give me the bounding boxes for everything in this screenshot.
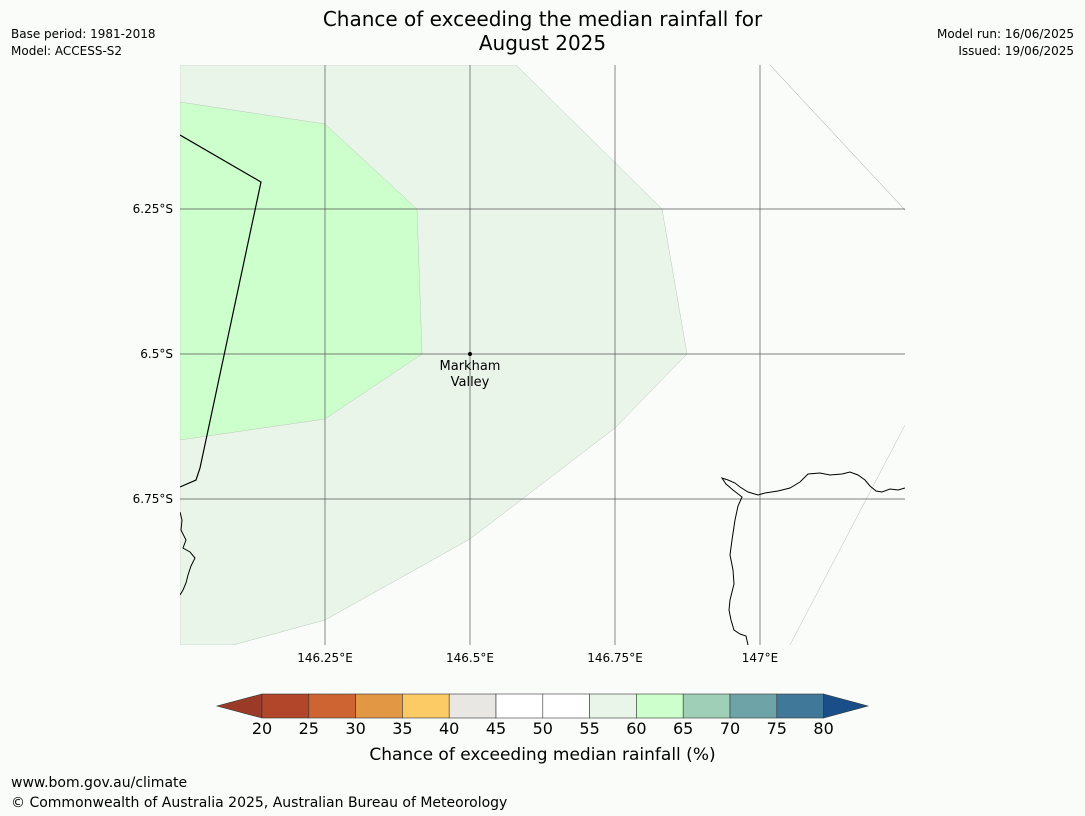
coastline-west xyxy=(180,511,196,596)
colorbar-label: Chance of exceeding median rainfall (%) xyxy=(369,745,716,765)
colorbar-under-arrow xyxy=(215,693,263,719)
title-line-2: August 2025 xyxy=(478,31,607,55)
colorbar-tick-label: 60 xyxy=(626,719,647,738)
colorbar-tick-label: 40 xyxy=(439,719,460,738)
map-title: Chance of exceeding the median rainfall … xyxy=(0,7,1085,55)
colorbar-tick-label: 25 xyxy=(298,719,319,738)
boundary-line xyxy=(180,134,262,488)
model-run-text: Model run: 16/06/2025 xyxy=(936,27,1074,41)
colorbar-segment xyxy=(682,693,731,719)
colorbar-tick-label: 55 xyxy=(579,719,600,738)
lon-tick-label: 147°E xyxy=(741,651,779,665)
colorbar-tick-label: 70 xyxy=(719,719,741,738)
colorbar-segment xyxy=(355,693,403,719)
lon-tick-label: 146.5°E xyxy=(446,651,494,665)
meta-right: Model run: 16/06/2025 Issued: 19/06/2025 xyxy=(937,26,1074,60)
lat-tick-label: 6.5°S xyxy=(140,347,173,361)
contour-line-se xyxy=(789,424,905,645)
colorbar-segment xyxy=(636,693,684,719)
colorbar-segment xyxy=(308,693,356,719)
colorbar-tick-label: 45 xyxy=(485,719,507,738)
colorbar-tick-label: 50 xyxy=(532,719,553,738)
footer-url[interactable]: www.bom.gov.au/climate xyxy=(11,775,188,791)
lat-tick-label: 6.25°S xyxy=(132,202,173,216)
colorbar-segment xyxy=(495,693,544,719)
gridlines xyxy=(180,65,905,645)
place-label-line-2: Valley xyxy=(450,375,490,390)
footer-copyright: © Commonwealth of Australia 2025, Austra… xyxy=(11,795,508,811)
colorbar-segment xyxy=(402,693,450,719)
colorbar-tick-label: 80 xyxy=(813,719,834,738)
colorbar-tick-label: 65 xyxy=(673,719,694,738)
title-line-1: Chance of exceeding the median rainfall … xyxy=(322,7,763,31)
colorbar-segment xyxy=(261,693,310,719)
lat-tick-label: 6.75°S xyxy=(132,492,173,506)
coastline-east xyxy=(720,471,905,645)
colorbar-tick-label: 20 xyxy=(251,719,273,738)
base-period-text: Base period: 1981-2018 xyxy=(11,27,156,41)
colorbar-over-arrow xyxy=(823,693,870,719)
colorbar-tick-label: 35 xyxy=(392,719,413,738)
contour-line-ne2 xyxy=(904,210,905,212)
place-label-line-1: Markham xyxy=(439,359,501,374)
colorbar-segment xyxy=(448,693,497,719)
place-marker xyxy=(468,352,472,356)
map-area xyxy=(180,65,905,645)
colorbar-segment xyxy=(776,693,824,719)
colorbar-tick-label: 75 xyxy=(766,719,787,738)
colorbar-tick-label: 30 xyxy=(345,719,366,738)
lon-tick-label: 146.75°E xyxy=(587,651,643,665)
contour-line-ne xyxy=(769,65,905,211)
model-text: Model: ACCESS-S2 xyxy=(11,44,123,58)
colorbar-segment xyxy=(729,693,778,719)
issued-text: Issued: 19/06/2025 xyxy=(958,44,1074,58)
meta-left: Base period: 1981-2018 Model: ACCESS-S2 xyxy=(11,26,156,60)
colorbar xyxy=(215,693,870,719)
lon-tick-label: 146.25°E xyxy=(297,651,353,665)
colorbar-segment xyxy=(542,693,590,719)
colorbar-segment xyxy=(589,693,637,719)
place-label: Markham Valley xyxy=(420,359,520,391)
